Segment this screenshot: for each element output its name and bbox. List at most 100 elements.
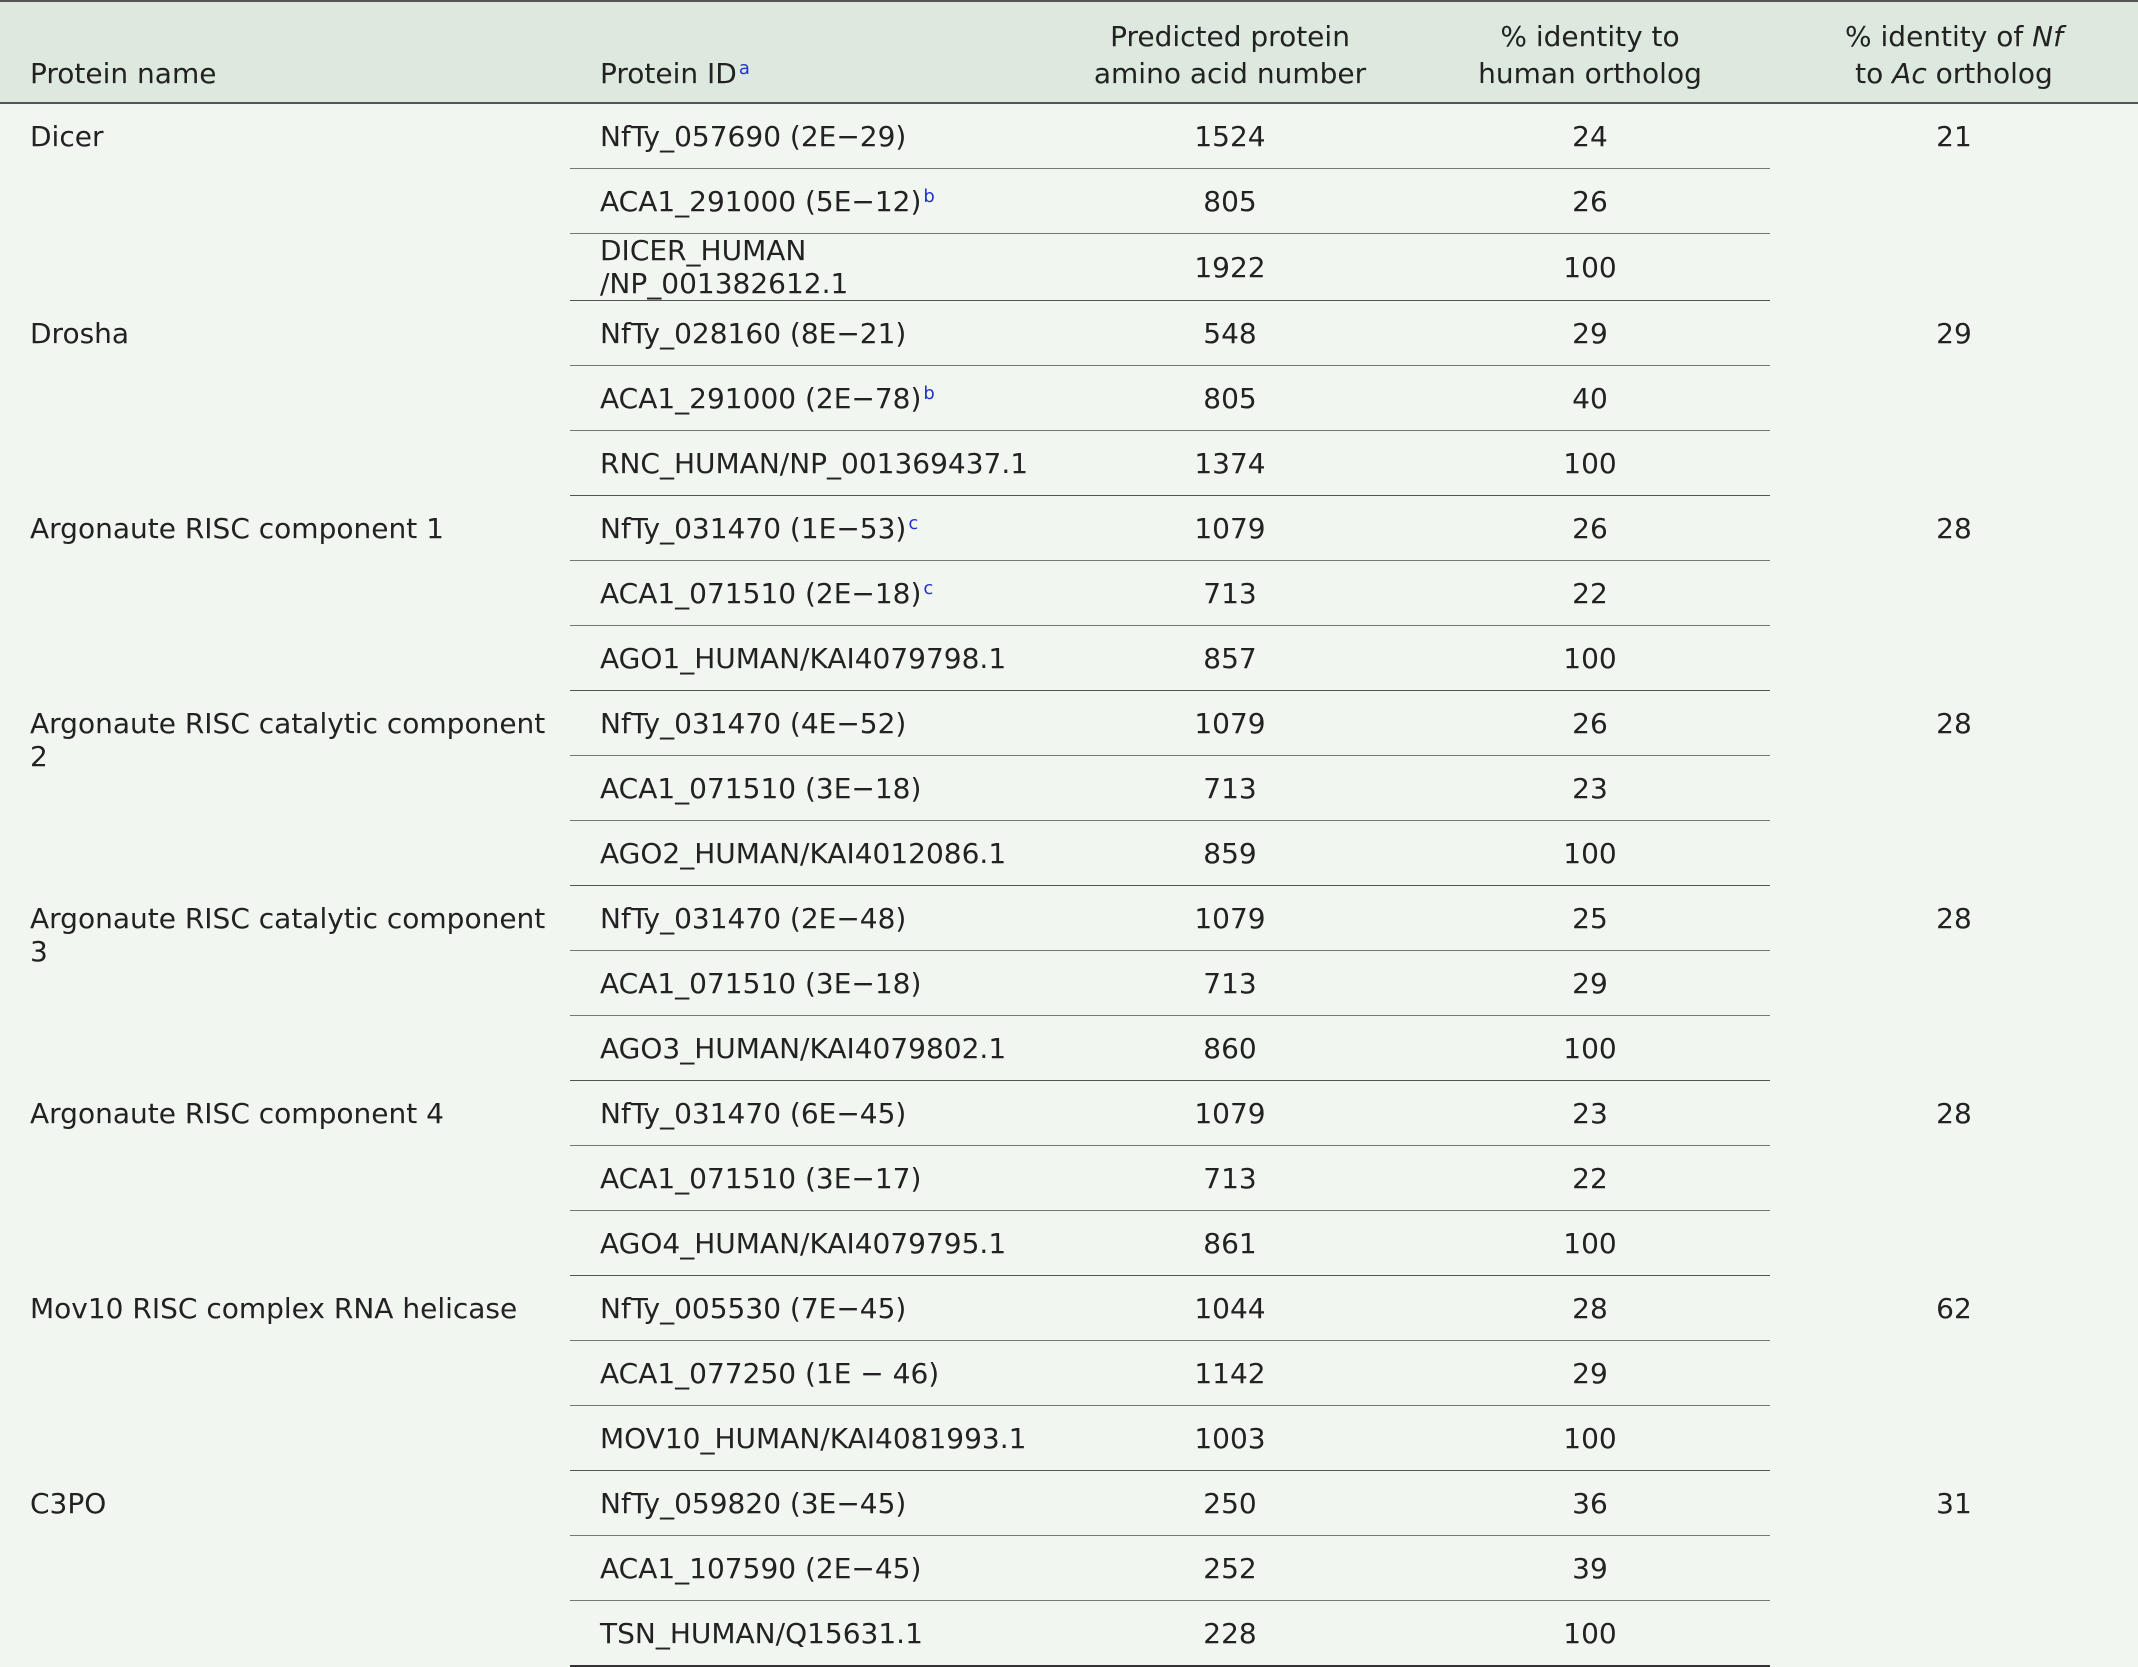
human-identity-cell: 28 [1410, 1275, 1770, 1341]
protein-id-text: RNC_HUMAN/NP_001369437.1 [600, 446, 1029, 480]
amino-acid-count-cell: 250 [1050, 1470, 1410, 1536]
protein-id-text: ACA1_077250 (1E − 46) [600, 1356, 940, 1390]
protein-id-cell: AGO4_HUMAN/KAI4079795.1 [570, 1210, 1050, 1276]
protein-id-text: ACA1_071510 (3E−17) [600, 1161, 922, 1195]
table-row: MOV10_HUMAN/KAI4081993.1 1003 100 [0, 1405, 2138, 1471]
nf-ac-identity-cell: 28 [1936, 1096, 1972, 1130]
protein-id-cell: NfTy_059820 (3E−45) [570, 1470, 1050, 1536]
protein-id-cell: ACA1_291000 (5E−12) b [570, 168, 1050, 234]
protein-id-text: ACA1_071510 (3E−18) [600, 966, 922, 1000]
human-identity-cell: 29 [1410, 300, 1770, 366]
table-row: AGO3_HUMAN/KAI4079802.1 860 100 [0, 1015, 2138, 1081]
human-identity-cell: 26 [1410, 690, 1770, 756]
human-identity-cell: 22 [1410, 560, 1770, 626]
table-row: Dicer NfTy_057690 (2E−29) 1524 24 21 [0, 103, 2138, 169]
table-header: Protein name Protein ID a Predicted prote… [0, 0, 2138, 104]
protein-id-cell: ACA1_071510 (3E−17) [570, 1145, 1050, 1211]
footnote-marker: c [908, 512, 919, 534]
protein-id-text: MOV10_HUMAN/KAI4081993.1 [600, 1421, 1027, 1455]
protein-name-cell: Argonaute RISC component 1 [30, 511, 444, 545]
protein-id-cell: NfTy_005530 (7E−45) [570, 1275, 1050, 1341]
protein-id-text: NfTy_031470 (1E−53) [600, 511, 907, 545]
protein-id-cell: RNC_HUMAN/NP_001369437.1 [570, 430, 1050, 496]
nf-ac-identity-cell: 62 [1936, 1291, 1972, 1325]
protein-id-text: NfTy_057690 (2E−29) [600, 119, 907, 153]
protein-id-text: DICER_HUMAN /NP_001382612.1 [600, 234, 849, 300]
header-protein-id: Protein ID a [570, 0, 1050, 104]
protein-name-cell: Drosha [30, 316, 130, 350]
table-row: Argonaute RISC catalytic component 2 NfTy… [0, 690, 2138, 773]
amino-acid-count-cell: 1142 [1050, 1340, 1410, 1406]
table-row: Argonaute RISC catalytic component 3 NfTy… [0, 885, 2138, 968]
table-row: DICER_HUMAN /NP_001382612.1 1922 100 [0, 233, 2138, 301]
human-identity-cell: 40 [1410, 365, 1770, 431]
human-identity-cell: 100 [1410, 1210, 1770, 1276]
amino-acid-count-cell: 713 [1050, 560, 1410, 626]
protein-id-cell: NfTy_028160 (8E−21) [570, 300, 1050, 366]
protein-id-text: ACA1_291000 (2E−78) [600, 381, 922, 415]
amino-acid-count-cell: 713 [1050, 1145, 1410, 1211]
human-identity-cell: 100 [1410, 1405, 1770, 1471]
protein-id-cell: AGO2_HUMAN/KAI4012086.1 [570, 820, 1050, 886]
amino-acid-count-cell: 1044 [1050, 1275, 1410, 1341]
protein-id-text: ACA1_107590 (2E−45) [600, 1551, 922, 1585]
amino-acid-count-cell: 857 [1050, 625, 1410, 691]
header-identity-human: % identity to human ortholog [1410, 0, 1770, 104]
header-nfac-to: to [1855, 57, 1893, 90]
protein-id-cell: NfTy_031470 (6E−45) [570, 1080, 1050, 1146]
protein-id-text: NfTy_031470 (2E−48) [600, 901, 907, 935]
human-identity-cell: 36 [1410, 1470, 1770, 1536]
table-row: Argonaute RISC component 1 NfTy_031470 (1… [0, 495, 2138, 561]
nf-ac-identity-cell: 28 [1936, 901, 1972, 935]
human-identity-cell: 100 [1410, 430, 1770, 496]
header-predicted-line2: amino acid number [1093, 57, 1367, 90]
human-identity-cell: 25 [1410, 885, 1770, 951]
amino-acid-count-cell: 861 [1050, 1210, 1410, 1276]
amino-acid-count-cell: 1003 [1050, 1405, 1410, 1471]
human-identity-cell: 100 [1410, 1015, 1770, 1081]
protein-id-cell: NfTy_031470 (4E−52) [570, 690, 1050, 756]
protein-id-cell: ACA1_077250 (1E − 46) [570, 1340, 1050, 1406]
table-row: RNC_HUMAN/NP_001369437.1 1374 100 [0, 430, 2138, 496]
amino-acid-count-cell: 713 [1050, 755, 1410, 821]
protein-id-cell: ACA1_071510 (3E−18) [570, 950, 1050, 1016]
table-row: C3PO NfTy_059820 (3E−45) 250 36 31 [0, 1470, 2138, 1536]
table-row: ACA1_071510 (2E−18) c 713 22 [0, 560, 2138, 626]
nf-ac-identity-cell: 31 [1936, 1486, 1972, 1520]
nf-ac-identity-cell: 28 [1936, 706, 1972, 740]
table-row: Argonaute RISC component 4 NfTy_031470 (6… [0, 1080, 2138, 1146]
amino-acid-count-cell: 1079 [1050, 495, 1410, 561]
header-nfac-suffix: ortholog [1926, 57, 2053, 90]
nf-ac-identity-cell: 29 [1936, 316, 1972, 350]
footnote-marker: b [923, 382, 935, 404]
protein-id-text: AGO1_HUMAN/KAI4079798.1 [600, 641, 1007, 675]
amino-acid-count-cell: 252 [1050, 1535, 1410, 1601]
footnote-marker: a [738, 58, 750, 79]
human-identity-cell: 24 [1410, 103, 1770, 169]
protein-id-cell: NfTy_057690 (2E−29) [570, 103, 1050, 169]
human-identity-cell: 39 [1410, 1535, 1770, 1601]
protein-id-cell: AGO3_HUMAN/KAI4079802.1 [570, 1015, 1050, 1081]
table-row: ACA1_107590 (2E−45) 252 39 [0, 1535, 2138, 1601]
table-row: Mov10 RISC complex RNA helicase NfTy_0055… [0, 1275, 2138, 1341]
protein-id-text: AGO4_HUMAN/KAI4079795.1 [600, 1226, 1007, 1260]
table-row: ACA1_071510 (3E−18) 713 23 [0, 755, 2138, 821]
table-row: AGO2_HUMAN/KAI4012086.1 859 100 [0, 820, 2138, 886]
header-protein-id-label: Protein ID [600, 57, 737, 90]
nf-ac-identity-cell: 21 [1936, 120, 1972, 153]
human-identity-cell: 26 [1410, 168, 1770, 234]
protein-name-cell: Argonaute RISC catalytic component 2 [30, 706, 546, 773]
protein-id-cell: AGO1_HUMAN/KAI4079798.1 [570, 625, 1050, 691]
protein-id-text: ACA1_071510 (2E−18) [600, 576, 922, 610]
protein-id-text: ACA1_291000 (5E−12) [600, 184, 922, 218]
human-identity-cell: 100 [1410, 1600, 1770, 1667]
header-nfac-nf: Nf [2032, 20, 2063, 53]
table-row: ACA1_077250 (1E − 46) 1142 29 [0, 1340, 2138, 1406]
human-identity-cell: 100 [1410, 233, 1770, 301]
header-predicted-aa: Predicted protein amino acid number [1050, 0, 1410, 104]
protein-id-cell: DICER_HUMAN /NP_001382612.1 [570, 233, 1050, 301]
protein-id-cell: NfTy_031470 (2E−48) [570, 885, 1050, 951]
table-row: AGO1_HUMAN/KAI4079798.1 857 100 [0, 625, 2138, 691]
table-row: ACA1_291000 (5E−12) b 805 26 [0, 168, 2138, 234]
